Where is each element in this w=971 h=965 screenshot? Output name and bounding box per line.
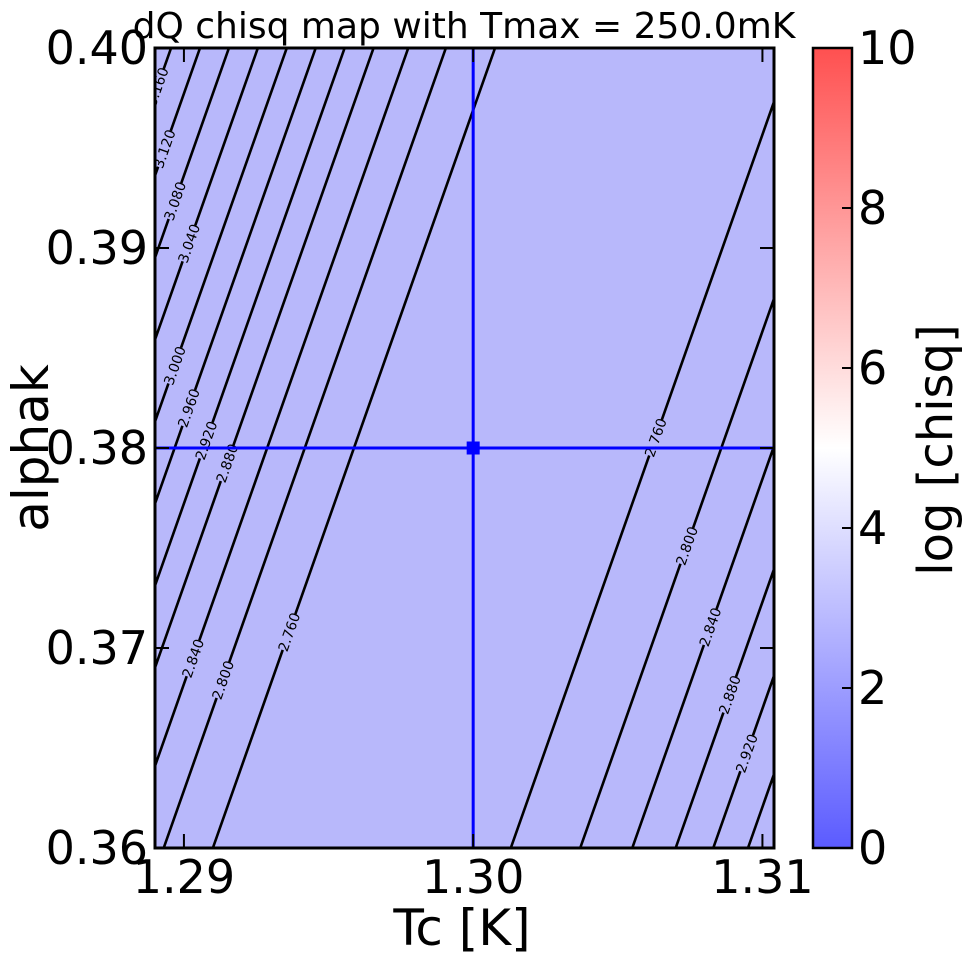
x-axis-ticks: 1.29 1.30 1.31 [133, 48, 814, 904]
colorbar-tick-label: 2 [858, 661, 887, 715]
colorbar-tick-label: 4 [858, 501, 887, 555]
contour-label-bg [160, 344, 189, 387]
contour-label-bg [192, 419, 221, 462]
y-tick-label: 0.38 [46, 421, 148, 475]
contour-label-bg [275, 611, 303, 653]
contour-label-bg [696, 606, 725, 648]
best-fit-marker [466, 441, 480, 455]
x-tick-label: 1.31 [711, 850, 813, 904]
y-tick-label: 0.39 [46, 221, 148, 275]
contour-label-bg [155, 128, 179, 170]
chart-title: dQ chisq map with Tmax = 250.0mK [133, 6, 797, 47]
contour-line [674, 565, 774, 848]
x-tick-label: 1.30 [422, 850, 524, 904]
contour-label-bg [155, 66, 172, 108]
contour-label-bg [161, 180, 189, 222]
contour-line [155, 48, 260, 344]
colorbar-ticks: 0 2 4 6 8 10 [842, 21, 917, 875]
x-tick-label: 1.29 [133, 850, 235, 904]
best-fit-crosshair [155, 48, 774, 848]
contour-label-bg [175, 222, 203, 264]
y-axis-ticks: 0.36 0.37 0.38 0.39 0.40 [46, 21, 774, 875]
contour-label-bg [174, 387, 203, 429]
contour-line [155, 48, 231, 262]
contour-label-bg [213, 442, 241, 484]
colorbar-tick-label: 8 [858, 181, 887, 235]
contour-label-bg [715, 674, 744, 716]
colorbar-tick-label: 6 [858, 341, 887, 395]
contour-label-bg [672, 525, 701, 567]
contour-line [712, 671, 774, 848]
contour-label-bg [209, 659, 237, 701]
colorbar-tick-label: 0 [858, 821, 887, 875]
y-axis-label: alphak [2, 364, 60, 532]
colorbar [811, 46, 854, 850]
contour-line [155, 48, 289, 426]
colorbar-tick-label: 10 [858, 21, 917, 75]
contour-label-bg [179, 637, 207, 679]
colorbar-label: log [chisq] [908, 324, 964, 576]
y-tick-label: 0.36 [46, 821, 148, 875]
y-tick-label: 0.40 [46, 21, 148, 75]
x-axis-label: Tc [K] [392, 899, 530, 957]
contour-label-bg [732, 732, 761, 774]
y-tick-label: 0.37 [46, 621, 148, 675]
